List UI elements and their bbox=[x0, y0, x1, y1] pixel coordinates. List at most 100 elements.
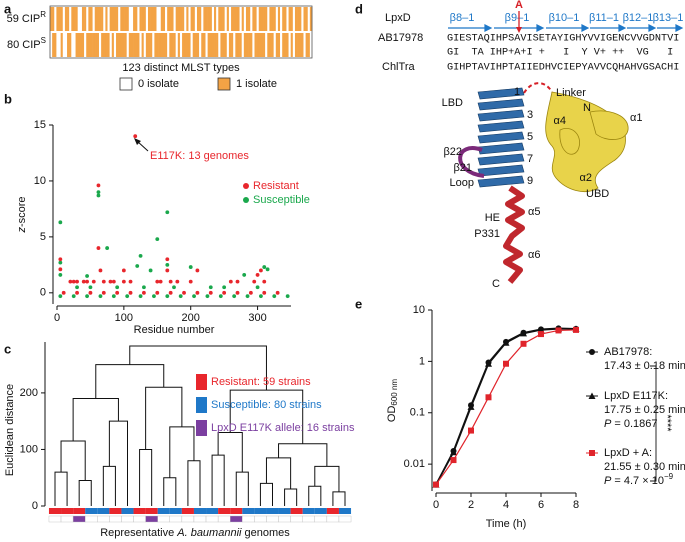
point bbox=[155, 290, 160, 295]
marker bbox=[503, 360, 509, 367]
heatmap-cell bbox=[269, 7, 272, 31]
heatmap-cell bbox=[237, 7, 240, 31]
heatmap-cell bbox=[62, 33, 66, 57]
sequence: GIESTAQIHPSAVISETAYIGHYVVIGENCVVGDNTVI bbox=[447, 34, 679, 45]
heatmap-cell bbox=[305, 33, 309, 57]
heatmap-cell bbox=[120, 33, 123, 57]
strand-label: β10–1 bbox=[549, 12, 580, 24]
leaf-allele bbox=[290, 515, 303, 523]
leaf-allele bbox=[266, 515, 279, 523]
legend-marker bbox=[588, 392, 596, 399]
dendrogram-link bbox=[139, 448, 153, 506]
x-tick-label: 4 bbox=[503, 499, 509, 511]
heatmap-cell bbox=[301, 33, 304, 57]
heatmap-cell bbox=[126, 33, 130, 57]
point bbox=[68, 279, 73, 284]
leaf-allele bbox=[181, 515, 195, 523]
structure-label: α4 bbox=[554, 115, 566, 127]
heatmap-cell bbox=[133, 33, 136, 57]
heatmap-cell bbox=[113, 7, 117, 31]
y-tick-label: 0 bbox=[40, 287, 46, 299]
annotation-arrowhead bbox=[134, 138, 141, 145]
heatmap-cell bbox=[77, 7, 81, 31]
heatmap-cell bbox=[267, 33, 270, 57]
point bbox=[188, 265, 193, 269]
heatmap-cell bbox=[62, 7, 66, 31]
heatmap-cell bbox=[167, 7, 170, 31]
y-tick-label: 10 bbox=[34, 175, 46, 187]
leaf-allele bbox=[338, 515, 352, 523]
heatmap-cell bbox=[241, 33, 245, 57]
leaf-allele bbox=[302, 515, 315, 523]
heatmap-cell bbox=[58, 7, 61, 31]
strand-label: β9–1 bbox=[505, 12, 530, 24]
x-tick-label: 0 bbox=[54, 312, 60, 324]
heatmap-cell bbox=[111, 7, 115, 31]
point bbox=[222, 285, 227, 290]
dendrogram-link bbox=[308, 485, 322, 506]
heatmap-cell bbox=[64, 33, 68, 57]
dendrogram-link bbox=[129, 345, 267, 391]
heatmap-cell bbox=[77, 33, 81, 57]
heatmap-cell bbox=[135, 7, 138, 31]
point bbox=[245, 294, 250, 299]
point bbox=[155, 279, 160, 284]
legend-detail-part: = 4.7 × 10 bbox=[611, 475, 664, 487]
heatmap-cell bbox=[252, 7, 255, 31]
y-tick-label: 100 bbox=[20, 443, 38, 455]
point bbox=[135, 264, 140, 268]
structure-label: LBD bbox=[442, 97, 463, 109]
point bbox=[192, 294, 196, 299]
point bbox=[101, 279, 106, 284]
heatmap-cell bbox=[105, 33, 108, 57]
heatmap-cell bbox=[69, 33, 72, 57]
protein-label: LpxD bbox=[385, 12, 411, 24]
heatmap-cell bbox=[239, 7, 243, 31]
leaf-class bbox=[266, 508, 279, 514]
heatmap-cell bbox=[81, 7, 85, 31]
leaf-class bbox=[254, 508, 267, 514]
heatmap-cell bbox=[98, 33, 102, 57]
point bbox=[172, 285, 176, 290]
heatmap-cell bbox=[69, 7, 72, 31]
heatmap-cell bbox=[162, 33, 166, 57]
heatmap-cell bbox=[243, 33, 247, 57]
leaf-allele bbox=[242, 515, 255, 523]
heatmap-cell bbox=[105, 7, 108, 31]
heatmap-cell bbox=[150, 7, 153, 31]
heatmap-cell bbox=[167, 33, 170, 57]
point bbox=[96, 183, 101, 188]
point bbox=[96, 193, 101, 198]
heatmap-cell bbox=[258, 7, 262, 31]
heatmap-cell bbox=[124, 33, 127, 57]
point bbox=[228, 279, 233, 284]
y-tick-label: 10 bbox=[413, 304, 425, 316]
x-axis-label: Time (h) bbox=[486, 518, 527, 530]
panel-label: c bbox=[4, 341, 11, 356]
row-label-part: S bbox=[41, 36, 46, 45]
point bbox=[165, 210, 170, 215]
structure-label: Loop bbox=[450, 177, 474, 189]
point bbox=[85, 294, 89, 299]
heatmap-cell bbox=[288, 33, 291, 57]
leaf-class bbox=[109, 508, 122, 514]
marker bbox=[502, 339, 510, 346]
marker bbox=[538, 331, 544, 338]
leaf-class bbox=[218, 508, 231, 514]
leaf-allele bbox=[60, 515, 74, 523]
heatmap-frame bbox=[49, 5, 313, 59]
heatmap-cell bbox=[273, 7, 277, 31]
point bbox=[242, 273, 247, 277]
sequence: GIHPTAVIHPTAIIEDHVCIEPYAVVCQHAHVGSACHI bbox=[447, 63, 679, 74]
point bbox=[88, 285, 93, 290]
point bbox=[175, 279, 180, 284]
point bbox=[115, 285, 120, 290]
heatmap-cell bbox=[122, 7, 125, 31]
heatmap-cell bbox=[284, 33, 287, 57]
heatmap-cell bbox=[245, 7, 249, 31]
heatmap-cell bbox=[56, 7, 59, 31]
heatmap-cell bbox=[192, 7, 196, 31]
heatmap-cell bbox=[277, 33, 281, 57]
point bbox=[259, 294, 263, 299]
structure-label: β22 bbox=[443, 146, 462, 158]
